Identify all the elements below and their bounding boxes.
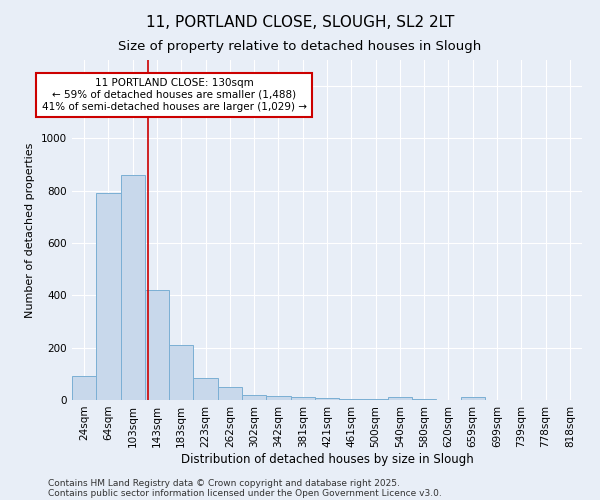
Bar	[145, 290, 169, 400]
Bar	[72, 376, 96, 400]
Bar	[266, 396, 290, 400]
Bar	[169, 345, 193, 400]
Bar	[364, 399, 388, 400]
Bar	[218, 387, 242, 400]
Bar	[96, 194, 121, 400]
Bar	[461, 398, 485, 400]
Bar	[121, 175, 145, 400]
X-axis label: Distribution of detached houses by size in Slough: Distribution of detached houses by size …	[181, 452, 473, 466]
Bar	[388, 398, 412, 400]
Y-axis label: Number of detached properties: Number of detached properties	[25, 142, 35, 318]
Text: Size of property relative to detached houses in Slough: Size of property relative to detached ho…	[118, 40, 482, 53]
Bar	[315, 398, 339, 400]
Bar	[242, 395, 266, 400]
Text: 11 PORTLAND CLOSE: 130sqm
← 59% of detached houses are smaller (1,488)
41% of se: 11 PORTLAND CLOSE: 130sqm ← 59% of detac…	[41, 78, 307, 112]
Text: Contains HM Land Registry data © Crown copyright and database right 2025.: Contains HM Land Registry data © Crown c…	[48, 478, 400, 488]
Bar	[193, 378, 218, 400]
Bar	[290, 398, 315, 400]
Text: Contains public sector information licensed under the Open Government Licence v3: Contains public sector information licen…	[48, 488, 442, 498]
Text: 11, PORTLAND CLOSE, SLOUGH, SL2 2LT: 11, PORTLAND CLOSE, SLOUGH, SL2 2LT	[146, 15, 454, 30]
Bar	[339, 398, 364, 400]
